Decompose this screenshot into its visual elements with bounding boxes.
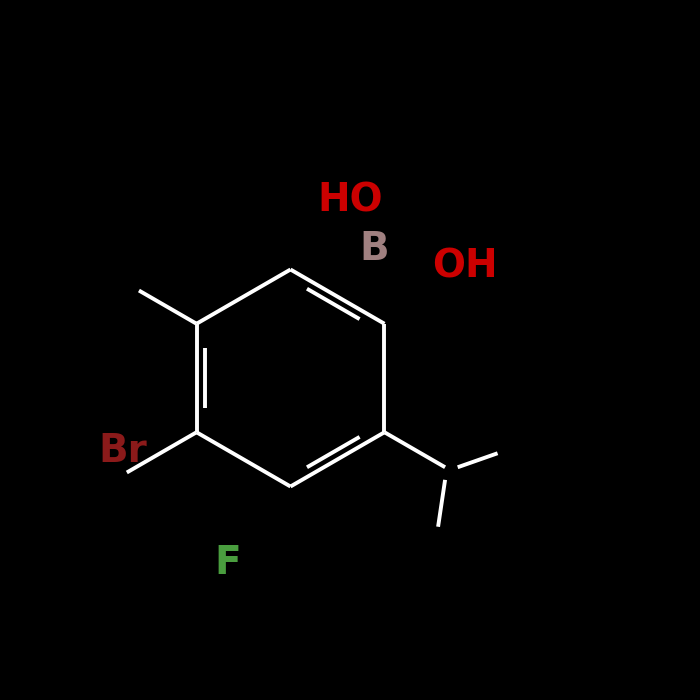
Text: OH: OH [433, 247, 498, 285]
Text: F: F [214, 545, 241, 582]
Text: HO: HO [317, 182, 383, 220]
Text: B: B [360, 230, 389, 267]
Text: Br: Br [98, 433, 147, 470]
